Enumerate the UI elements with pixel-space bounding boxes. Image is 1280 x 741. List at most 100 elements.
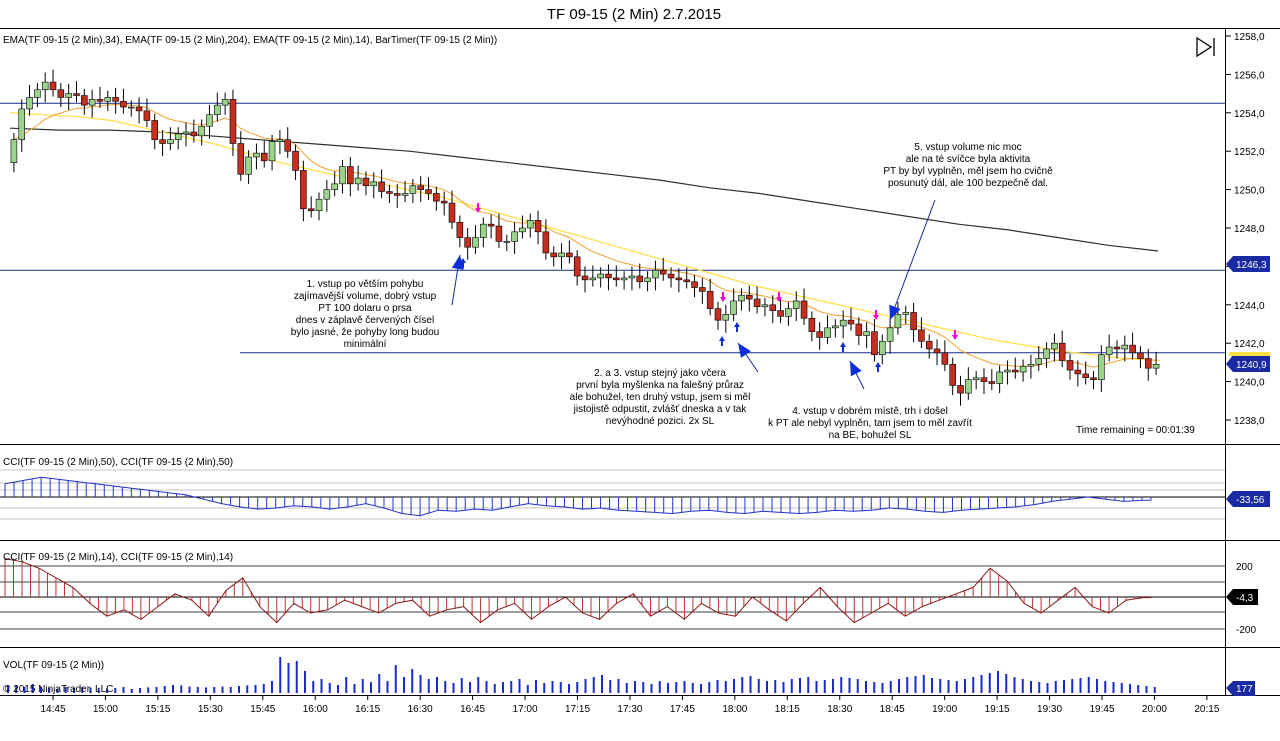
candle-down [1137,352,1144,359]
ema-14-line [13,103,1157,368]
annotation-pointer [889,199,936,321]
sell-arrow-icon [475,203,481,213]
candle-down [949,364,956,386]
annotation-arrowhead [850,361,862,377]
annotation-arrowhead [451,255,464,270]
annotation-line: bylo jasné, že pohyby long budou [291,327,439,338]
time-tick-label: 18:30 [827,704,852,715]
candle-down [260,152,268,162]
buy-arrow-icon [734,322,740,332]
candle-down [417,185,424,190]
candle-up [879,340,886,356]
annotation-line: 4. vstup v dobrém místě, trh i došel [792,406,948,417]
candle-up [1105,346,1113,356]
annotation-line: 1. vstup po větším pohybu [307,279,424,290]
buy-arrow-icon [460,258,466,268]
candle-up [558,252,565,258]
candle-up [1152,364,1160,369]
candle-up [198,125,205,137]
candle-up [972,377,980,380]
annotation-arrowhead [738,343,751,358]
time-tick-label: 15:30 [198,704,223,715]
candle-down [81,95,88,106]
copyright: © 2015 NinjaTrader, LLC [3,684,113,695]
cci50-label: CCI(TF 09-15 (2 Min),50), CCI(TF 09-15 (… [3,457,233,468]
candle-down [143,110,151,121]
candle-down [49,81,57,91]
time-tick-label: 16:00 [303,704,328,715]
price-tick-label: 1244,0 [1234,301,1265,312]
candle-up [268,141,276,162]
candle-down [636,275,644,283]
time-tick-label: 19:30 [1037,704,1062,715]
candle-down [1011,369,1019,373]
vol-value-tag: 177 [1226,681,1255,696]
candle-down [73,93,80,96]
annotation-line: jistojistě odpustit, zvlášť dneska a v t… [573,404,748,415]
candle-up [644,277,651,283]
candle-down [871,331,878,356]
price-tick-label: 1258,0 [1234,32,1265,43]
candle-down [683,279,690,283]
time-tick-label: 20:00 [1142,704,1167,715]
candle-down [980,377,988,382]
candle-up [167,139,174,144]
annotation-text: 1. vstup po větším pohybu zajímavější vol… [291,279,439,350]
sell-arrow-icon [873,310,879,320]
candle-up [253,152,260,158]
candle-down [855,323,863,336]
candle-up [519,227,526,233]
candle-up [370,181,378,187]
annotations: 1. vstup po větším pohybu zajímavější vol… [291,142,1053,441]
svg-text:1246,3: 1246,3 [1236,260,1267,271]
candle-up [331,183,338,190]
candle-down [746,294,753,300]
candle-down [816,331,823,338]
cci14-tick-200: 200 [1236,562,1253,573]
candle-down [925,340,933,350]
time-tick-label: 18:45 [880,704,905,715]
cci50-line [4,476,1151,517]
buy-arrow-icon [719,336,725,346]
time-tick-label: 19:15 [985,704,1010,715]
candle-down [1090,377,1097,380]
candle-down [691,281,698,288]
annotation-line: zajímavější volume, dobrý vstup [294,291,437,302]
candle-down [550,252,557,258]
annotation-line: minimální [344,339,387,350]
candle-down [487,223,495,227]
candle-up [41,81,49,91]
candle-up [88,99,96,106]
candle-up [863,331,870,336]
candle-up [401,193,409,196]
candle-up [10,139,18,164]
price-tag-last: 1240,9 [1226,352,1270,372]
candle-up [620,277,628,281]
cci14-label: CCI(TF 09-15 (2 Min),14), CCI(TF 09-15 (… [3,552,233,563]
time-tick-label: 17:15 [565,704,590,715]
candle-up [730,300,737,315]
candle-down [847,319,855,325]
candle-down [910,312,917,331]
time-tick-label: 20:15 [1194,704,1219,715]
annotation-text: 4. vstup v dobrém místě, trh i došel k PT… [768,406,972,441]
annotation-line: 2. a 3. vstup stejný jako včera [594,368,726,379]
cci14-panel [0,558,1225,630]
candle-up [761,304,769,308]
chart-title: TF 09-15 (2 Min) 2.7.2015 [547,6,721,23]
annotation-line: 5. vstup volume nic moc [914,142,1021,153]
skip-to-end-icon[interactable] [1196,36,1215,58]
candle-down [393,193,401,196]
candle-up [886,327,894,342]
svg-text:177: 177 [1236,684,1253,695]
candle-up [996,371,1003,384]
candle-down [933,348,941,354]
candle-down [440,200,448,204]
candle-down [120,100,127,108]
time-tick-label: 19:00 [932,704,957,715]
candle-up [597,273,604,279]
candle-up [276,139,284,142]
candle-up [206,114,213,127]
volume-panel [7,657,1156,693]
